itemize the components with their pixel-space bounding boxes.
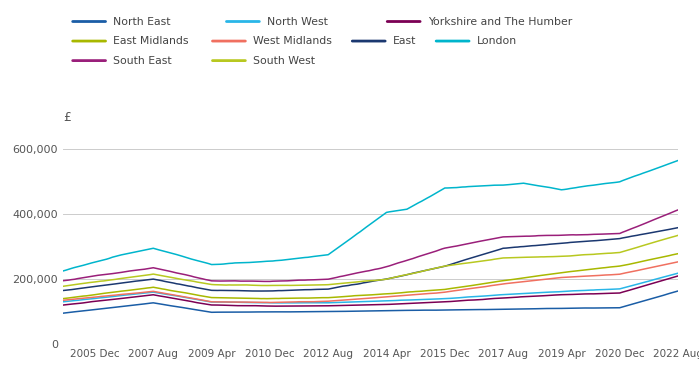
Text: £: £ [63, 111, 71, 124]
Text: South West: South West [253, 56, 315, 66]
Text: West Midlands: West Midlands [253, 36, 332, 46]
Text: Yorkshire and The Humber: Yorkshire and The Humber [428, 16, 572, 27]
Text: South East: South East [113, 56, 172, 66]
Text: North West: North West [267, 16, 328, 27]
Text: London: London [477, 36, 517, 46]
Text: East Midlands: East Midlands [113, 36, 189, 46]
Text: North East: North East [113, 16, 171, 27]
Text: East: East [393, 36, 416, 46]
